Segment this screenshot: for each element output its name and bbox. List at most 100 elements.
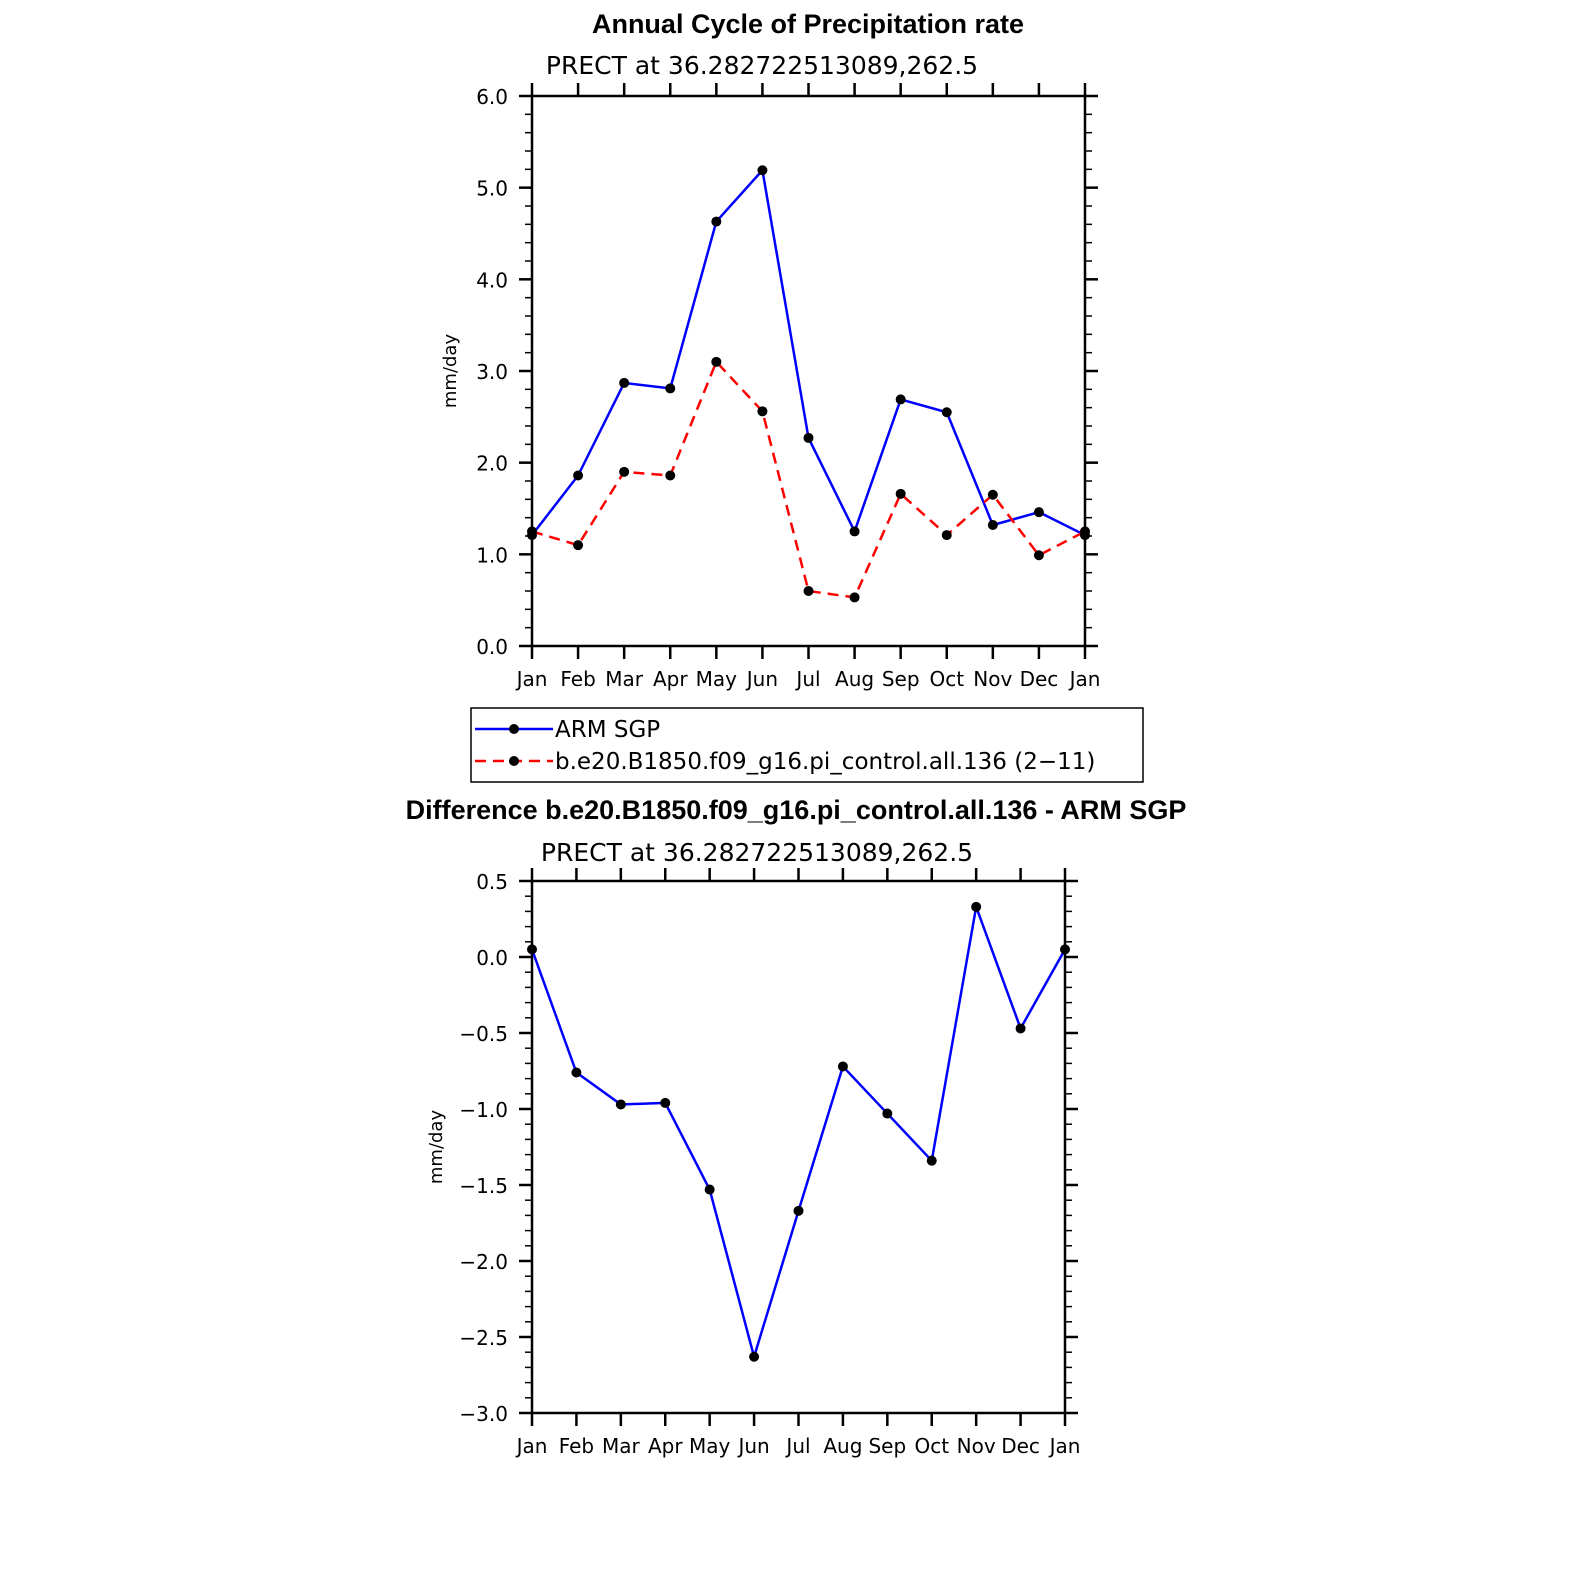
legend-entry-model: b.e20.B1850.f09_g16.pi_control.all.136 (… <box>475 749 1095 775</box>
y-tick-label: −1.5 <box>459 1174 508 1198</box>
data-point-s0-9 <box>926 1155 937 1166</box>
data-point-s0-8 <box>895 394 906 405</box>
x-tick-label: May <box>696 667 738 691</box>
y-tick-label: −2.5 <box>459 1326 508 1350</box>
legend-marker <box>509 756 519 766</box>
data-point-s1-8 <box>895 488 906 499</box>
data-point-s1-3 <box>665 470 676 481</box>
x-tick-label: Dec <box>1020 667 1059 691</box>
legend-box <box>470 707 1144 783</box>
y-tick-label: −0.5 <box>459 1022 508 1046</box>
data-point-s0-12 <box>1060 944 1070 955</box>
chart-subtitle: PRECT at 36.282722513089,262.5 <box>541 838 973 867</box>
x-tick-label: Oct <box>929 667 964 691</box>
series-layer <box>527 165 1090 603</box>
data-point-s0-9 <box>941 407 952 418</box>
x-tick-label: Aug <box>835 667 874 691</box>
x-tick-label: Jul <box>794 667 820 691</box>
axes-frame <box>530 94 1087 648</box>
series-line-0 <box>531 169 1086 537</box>
plot-frame <box>530 94 1087 648</box>
y-tick-label: 4.0 <box>476 268 508 292</box>
y-tick-label: −1.0 <box>459 1098 508 1122</box>
data-point-s0-6 <box>803 432 814 443</box>
data-point-s0-3 <box>665 383 676 394</box>
series-line-1 <box>531 360 1086 599</box>
x-tick-label: Aug <box>823 1434 862 1458</box>
series-line-0 <box>530 905 1067 1359</box>
data-point-s0-10 <box>971 901 982 912</box>
x-tick-label: Jan <box>515 1434 548 1458</box>
data-point-s0-1 <box>573 470 584 481</box>
y-tick-label: −2.0 <box>459 1250 508 1274</box>
data-point-s0-0 <box>527 944 537 955</box>
x-tick-label: Jan <box>1068 667 1101 691</box>
y-tick-label: −3.0 <box>459 1402 508 1426</box>
legend-marker <box>509 724 519 734</box>
data-point-s0-5 <box>749 1351 760 1362</box>
y-tick-label: 0.0 <box>476 635 508 659</box>
data-point-s0-11 <box>1015 1023 1026 1034</box>
x-tick-label: Sep <box>882 667 920 691</box>
series-layer <box>527 901 1070 1362</box>
x-tick-label: Jun <box>745 667 778 691</box>
chart-annual-cycle: Annual Cycle of Precipitation rate PRECT… <box>440 9 1100 691</box>
data-point-s1-11 <box>1033 550 1044 561</box>
data-point-s0-5 <box>757 165 768 176</box>
chart-title: Difference b.e20.B1850.f09_g16.pi_contro… <box>406 795 1187 825</box>
x-tick-label: Apr <box>653 667 688 691</box>
x-tick-label: Nov <box>973 667 1012 691</box>
data-point-s1-6 <box>803 586 814 596</box>
x-tick-label: Oct <box>914 1434 949 1458</box>
x-tick-label: Mar <box>605 667 644 691</box>
legend: ARM SGP b.e20.B1850.f09_g16.pi_control.a… <box>470 707 1144 783</box>
data-point-s1-2 <box>619 466 630 477</box>
y-tick-label: 3.0 <box>476 360 508 384</box>
x-tick-label: Nov <box>957 1434 996 1458</box>
x-tick-label: Mar <box>602 1434 641 1458</box>
data-point-s0-2 <box>615 1099 626 1110</box>
legend-label-arm-sgp: ARM SGP <box>555 717 660 743</box>
x-tick-label: Sep <box>868 1434 906 1458</box>
data-point-s1-0 <box>527 526 537 537</box>
x-tick-label: Feb <box>559 1434 594 1458</box>
y-tick-label: 1.0 <box>476 543 508 567</box>
plot-frame <box>530 879 1067 1415</box>
tick-layer: Jan Feb Mar Apr May Jun Jul Aug Sep Oct Nov Dec Jan 0… <box>476 83 1100 691</box>
data-point-s0-3 <box>660 1097 671 1108</box>
y-tick-label: 0.5 <box>476 870 508 894</box>
tick-layer: Jan Feb Mar Apr May Jun Jul Aug Sep Oct Nov Dec Jan−… <box>459 868 1080 1458</box>
data-point-s0-7 <box>837 1061 848 1072</box>
x-tick-label: Jan <box>1048 1434 1081 1458</box>
y-tick-label: 6.0 <box>476 85 508 109</box>
data-point-s1-4 <box>711 356 722 367</box>
data-point-s1-9 <box>941 530 952 541</box>
data-point-s0-10 <box>987 520 998 530</box>
data-point-s0-6 <box>793 1205 804 1216</box>
data-point-s1-5 <box>757 406 768 417</box>
y-axis-label: mm/day <box>426 1110 447 1185</box>
data-point-s1-10 <box>987 489 998 500</box>
data-point-s0-2 <box>619 377 630 388</box>
chart-difference: Difference b.e20.B1850.f09_g16.pi_contro… <box>406 795 1187 1458</box>
x-tick-label: Jul <box>784 1434 810 1458</box>
data-point-s1-7 <box>849 592 860 603</box>
y-tick-label: 2.0 <box>476 452 508 476</box>
y-axis-label: mm/day <box>440 334 461 409</box>
x-tick-label: May <box>689 1434 731 1458</box>
y-tick-label: 0.0 <box>476 946 508 970</box>
legend-entry-arm-sgp: ARM SGP <box>475 717 660 743</box>
y-tick-label: 5.0 <box>476 177 508 201</box>
legend-label-model: b.e20.B1850.f09_g16.pi_control.all.136 (… <box>555 749 1095 775</box>
data-point-s1-12 <box>1080 526 1090 537</box>
data-point-s0-8 <box>882 1108 893 1119</box>
x-tick-label: Dec <box>1001 1434 1040 1458</box>
axes-frame <box>530 879 1067 1415</box>
chart-title: Annual Cycle of Precipitation rate <box>592 9 1024 39</box>
data-point-s0-4 <box>711 216 722 227</box>
x-tick-label: Feb <box>560 667 595 691</box>
chart-subtitle: PRECT at 36.282722513089,262.5 <box>546 51 978 80</box>
data-point-s0-7 <box>849 526 860 537</box>
data-point-s0-11 <box>1033 507 1044 518</box>
